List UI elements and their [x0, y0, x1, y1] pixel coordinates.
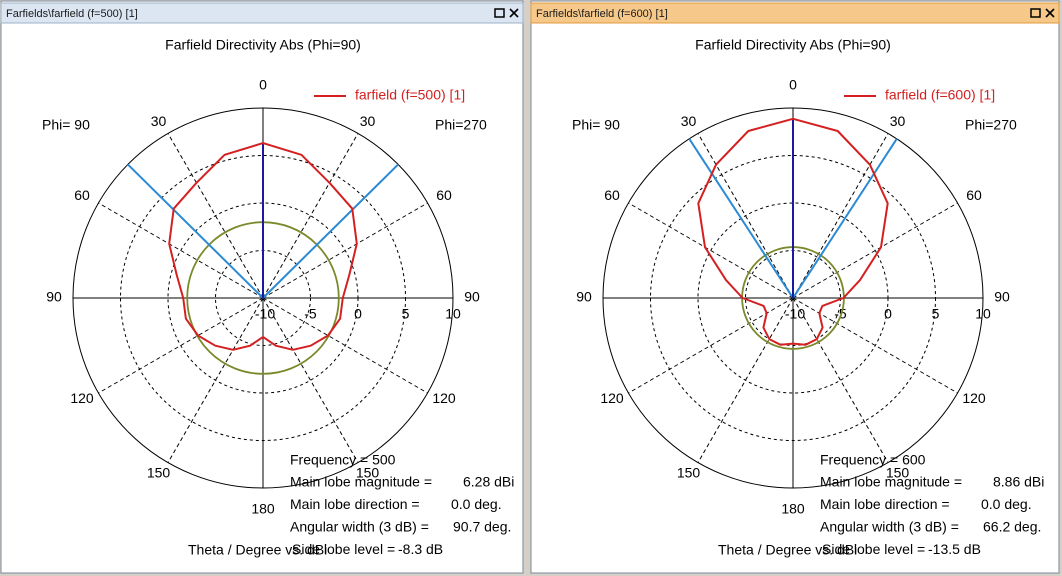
maximize-button[interactable]	[1030, 8, 1041, 18]
grid-spoke	[262, 297, 359, 463]
theta-tick-label: 60	[74, 187, 90, 203]
beamwidth-line	[792, 138, 898, 299]
theta-tick-label: 180	[781, 501, 805, 517]
theta-tick-label: 30	[890, 113, 906, 129]
grid-spoke	[792, 202, 958, 299]
info-value: 0.0 deg.	[451, 496, 502, 512]
theta-tick-label: 60	[436, 187, 452, 203]
window-title: Farfields\farfield (f=500) [1]	[6, 8, 138, 20]
info-frequency: Frequency = 600	[820, 452, 926, 468]
chart-title: Farfield Directivity Abs (Phi=90)	[695, 37, 891, 53]
grid-spoke	[262, 297, 428, 394]
chart-title: Farfield Directivity Abs (Phi=90)	[165, 37, 361, 53]
info-label: Main lobe direction =	[820, 496, 950, 512]
phi-left-label: Phi= 90	[42, 117, 90, 133]
theta-tick-label: 30	[151, 113, 167, 129]
maximize-button[interactable]	[494, 8, 505, 18]
phi-right-label: Phi=270	[435, 117, 487, 133]
theta-tick-label: 120	[432, 390, 456, 406]
legend-label: farfield (f=600) [1]	[885, 87, 995, 103]
theta-tick-label: 90	[46, 289, 62, 305]
beamwidth-line	[262, 163, 399, 299]
info-label: Angular width (3 dB) =	[820, 519, 959, 535]
theta-tick-label: 150	[147, 465, 171, 481]
theta-tick-label: 120	[962, 390, 986, 406]
theta-tick-label: 120	[70, 390, 94, 406]
axis-label: Theta / Degree vs. dBi	[718, 542, 857, 558]
info-label: Main lobe magnitude =	[820, 474, 962, 490]
theta-tick-label: 120	[600, 390, 624, 406]
window-title-bar	[530, 2, 1060, 24]
theta-tick-label: 60	[604, 187, 620, 203]
r-tick-label: -5	[834, 306, 847, 322]
window-title: Farfields\farfield (f=600) [1]	[536, 8, 668, 20]
grid-spoke	[167, 133, 264, 299]
info-value: -8.3 dB	[398, 541, 443, 557]
info-value: 66.2 deg.	[983, 519, 1041, 535]
r-tick-label: 5	[402, 306, 410, 322]
series-line	[697, 117, 889, 346]
theta-tick-label: 150	[677, 465, 701, 481]
legend-label: farfield (f=500) [1]	[355, 87, 465, 103]
phi-right-label: Phi=270	[965, 117, 1017, 133]
theta-tick-label: 90	[464, 289, 480, 305]
r-tick-label: -5	[304, 306, 317, 322]
series-line	[168, 142, 358, 351]
info-label: Side lobe level =	[292, 541, 395, 557]
grid-spoke	[167, 297, 264, 463]
r-tick-label: 0	[354, 306, 362, 322]
close-button[interactable]	[509, 8, 519, 18]
theta-tick-label: 0	[789, 77, 797, 93]
info-value: 8.86 dBi	[993, 474, 1044, 490]
r-tick-label: 10	[975, 306, 991, 322]
info-value: 90.7 deg.	[453, 519, 511, 535]
theta-tick-label: 0	[259, 77, 267, 93]
grid-spoke	[262, 133, 359, 299]
r-tick-label: 5	[932, 306, 940, 322]
info-frequency: Frequency = 500	[290, 452, 396, 468]
r-tick-label: -10	[785, 306, 805, 322]
r-tick-label: 10	[445, 306, 461, 322]
info-value: 6.28 dBi	[463, 474, 514, 490]
info-label: Main lobe magnitude =	[290, 474, 432, 490]
phi-left-label: Phi= 90	[572, 117, 620, 133]
info-value: 0.0 deg.	[981, 496, 1032, 512]
close-button[interactable]	[1045, 8, 1055, 18]
theta-tick-label: 180	[251, 501, 275, 517]
beamwidth-line	[127, 163, 264, 299]
r-tick-label: 0	[884, 306, 892, 322]
grid-spoke	[98, 297, 264, 394]
grid-spoke	[628, 202, 794, 299]
panel	[530, 0, 1060, 574]
info-value: -13.5 dB	[928, 541, 981, 557]
info-label: Side lobe level =	[822, 541, 925, 557]
theta-tick-label: 30	[681, 113, 697, 129]
grid-spoke	[792, 133, 889, 299]
beamwidth-line	[688, 138, 794, 299]
info-label: Main lobe direction =	[290, 496, 420, 512]
theta-tick-label: 90	[994, 289, 1010, 305]
r-tick-label: -10	[255, 306, 275, 322]
info-label: Angular width (3 dB) =	[290, 519, 429, 535]
theta-tick-label: 30	[360, 113, 376, 129]
theta-tick-label: 90	[576, 289, 592, 305]
theta-tick-label: 60	[966, 187, 982, 203]
window-title-bar	[0, 2, 524, 24]
theta-tick-label: 150	[356, 465, 380, 481]
axis-label: Theta / Degree vs. dBi	[188, 542, 327, 558]
theta-tick-label: 150	[886, 465, 910, 481]
grid-spoke	[697, 133, 794, 299]
grid-spoke	[792, 297, 889, 463]
grid-spoke	[262, 202, 428, 299]
grid-spoke	[697, 297, 794, 463]
grid-spoke	[98, 202, 264, 299]
